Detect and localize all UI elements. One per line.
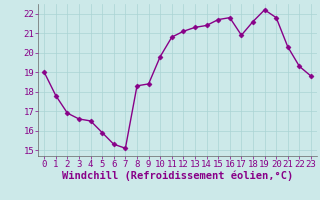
X-axis label: Windchill (Refroidissement éolien,°C): Windchill (Refroidissement éolien,°C) [62, 171, 293, 181]
